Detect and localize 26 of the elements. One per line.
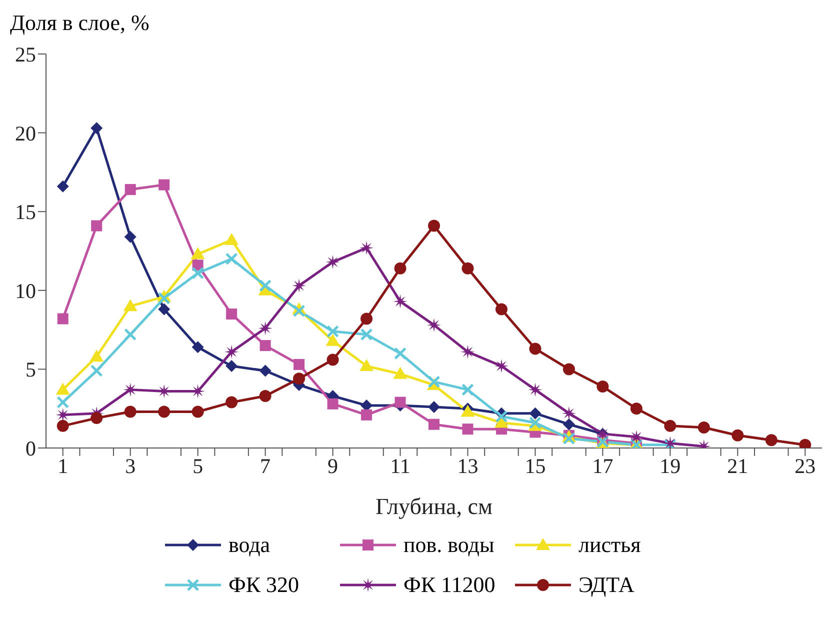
y-axis-title: Доля в слое, % bbox=[10, 10, 150, 36]
x-tick-label: 19 bbox=[660, 454, 681, 478]
legend-label: ФК 11200 bbox=[404, 572, 496, 598]
y-tick-label: 20 bbox=[15, 121, 36, 146]
y-tick-label: 10 bbox=[15, 278, 36, 303]
x-tick-label: 21 bbox=[727, 454, 748, 478]
x-tick-label: 3 bbox=[125, 454, 136, 478]
legend-label: ЭДТА bbox=[578, 572, 634, 598]
y-tick-label: 5 bbox=[26, 358, 36, 382]
x-axis-title: Глубина, см bbox=[375, 494, 493, 519]
x-tick-label: 1 bbox=[58, 454, 68, 478]
legend-label: ФК 320 bbox=[228, 572, 300, 598]
x-tick-label: 17 bbox=[592, 454, 614, 478]
x-tick-label: 9 bbox=[328, 454, 338, 478]
y-tick-label: 0 bbox=[26, 436, 36, 460]
x-tick-label: 7 bbox=[260, 454, 271, 478]
y-tick-label: 15 bbox=[15, 200, 36, 224]
x-tick-label: 5 bbox=[192, 454, 204, 478]
legend-label: вода bbox=[228, 532, 270, 558]
x-tick-label: 15 bbox=[524, 454, 546, 478]
legend-label: листья bbox=[578, 532, 641, 558]
y-tick-label: 25 bbox=[15, 42, 36, 66]
x-tick-label: 11 bbox=[390, 454, 410, 478]
x-tick-label: 23 bbox=[794, 454, 816, 478]
legend-label: пов. воды bbox=[404, 532, 494, 558]
x-tick-label: 13 bbox=[457, 454, 478, 478]
